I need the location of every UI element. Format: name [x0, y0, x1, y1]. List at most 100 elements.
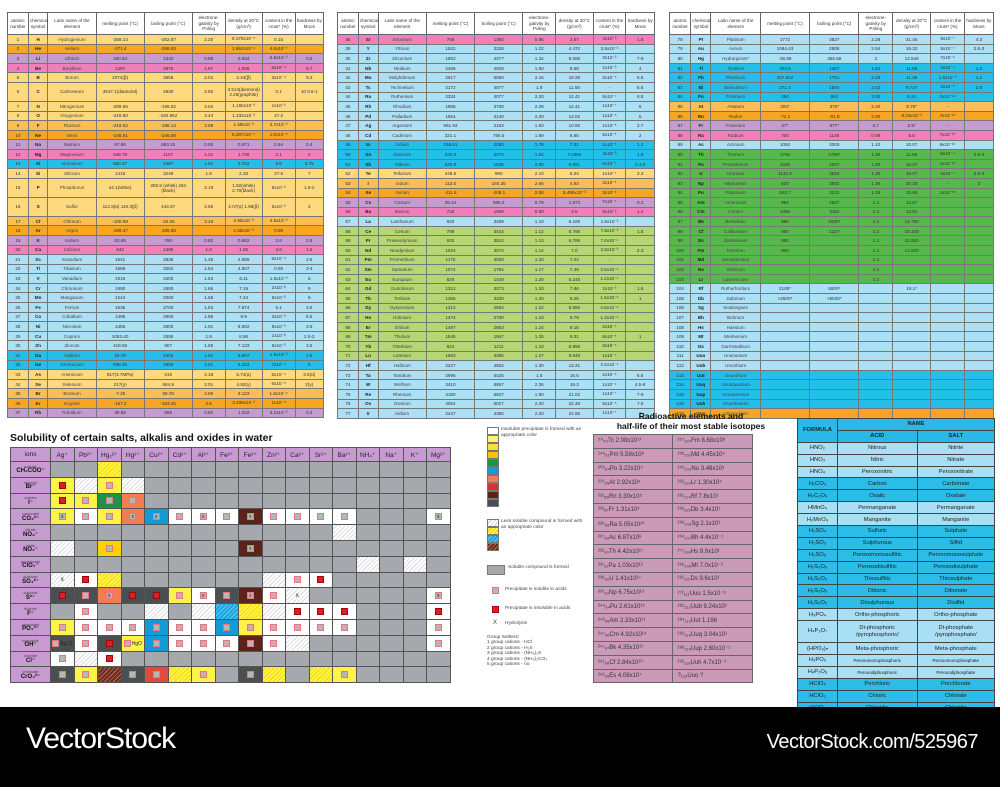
header-row: atomic number chemical symbol Latin name o…: [7, 12, 325, 35]
solubility-cell: [191, 650, 216, 668]
element-cell: Chromium: [47, 282, 97, 294]
element-cell: 1.93: [522, 120, 557, 131]
anion-row: sulphide S²⁻ x x x x x: [10, 587, 451, 605]
anion-label: nitrate NO₃⁻: [10, 524, 51, 541]
element-cell: 34: [7, 378, 29, 390]
element-cell: [809, 379, 860, 390]
solubility-cell: [308, 603, 333, 620]
element-cell: 302*: [759, 101, 811, 112]
element-cell: Ds: [690, 341, 712, 352]
element-cell: 907: [143, 340, 193, 352]
element-row: 82 Pb Plumbum 327.502 1751 2.33 11.35 1.6x10⁻³ 1…: [668, 72, 995, 83]
anion-name: perchlorate: [21, 559, 40, 564]
element-row: 23 V Vanadium 1919 3400 1.63 6.11 1.5x10⁻² 5: [7, 273, 325, 284]
cation-header: Ca²⁺: [285, 447, 310, 462]
element-cell: [892, 302, 932, 314]
solubility-cell: [120, 587, 145, 605]
solubility-cell: [426, 571, 451, 589]
element-cell: 1.69: [522, 129, 557, 141]
element-cell: 4830: [143, 81, 193, 102]
element-cell: Francium: [710, 120, 761, 131]
element-cell: [759, 369, 811, 381]
isotope-cell: ²²³₈₇Fr 1.31x10³: [592, 502, 674, 518]
element-row: 59 Pr Praseodymium 932 3512 1.13 6.769 7.4x10⁻⁴: [337, 235, 655, 247]
element-cell: Berkelium: [710, 216, 761, 227]
element-cell: 1541: [95, 254, 145, 265]
element-cell: [930, 350, 965, 362]
solubility-cell: [308, 571, 333, 589]
element-cell: [892, 341, 932, 352]
element-cell: [625, 254, 655, 266]
element-cell: 13: [7, 158, 29, 170]
element-cell: 4380: [474, 408, 524, 419]
element-cell: 6x10⁻¹⁰: [930, 139, 965, 151]
element-cell: 8x10⁻⁴: [930, 149, 965, 160]
element-cell: 2.33: [858, 72, 894, 83]
element-cell: 105: [668, 293, 692, 304]
solubility-cell: [355, 461, 380, 478]
element-cell: [930, 360, 965, 371]
element-cell: 2270: [474, 149, 524, 160]
element-cell: O: [27, 110, 49, 122]
element-cell: 1.6x10⁻⁶: [261, 129, 296, 141]
element-cell: 45: [337, 101, 359, 112]
element-cell: 0.1: [261, 81, 296, 102]
element-row: 88 Ra Radium 700 1140 0.89 5.0 7x10⁻¹⁰: [668, 129, 995, 141]
salt-name: Carbonate: [916, 477, 996, 491]
cation-header: Hg²⁺: [120, 447, 145, 462]
element-cell: [625, 273, 655, 285]
element-cell: Ne: [27, 129, 49, 141]
element-cell: 97: [668, 216, 692, 227]
element-cell: F: [27, 120, 49, 131]
element-cell: 40: [337, 53, 359, 64]
element-cell: 2.95x10⁻³: [224, 215, 263, 227]
element-cell: Dubnium: [710, 293, 761, 304]
element-cell: -259.14: [95, 34, 145, 45]
element-cell: 8.96: [224, 330, 263, 342]
soluble-in-acids-icon: [82, 592, 90, 600]
element-cell: [963, 398, 995, 410]
element-cell: 59: [337, 235, 359, 247]
solubility-cell: [238, 524, 263, 541]
element-cell: 33: [7, 369, 29, 380]
element-cell: [963, 350, 995, 362]
element-cell: Nd: [357, 245, 379, 256]
solubility-legend: Insoluble precipitate is formed with an …: [487, 427, 587, 668]
element-cell: Pr: [357, 235, 379, 247]
element-cell: Zincum: [47, 340, 97, 352]
anion-name: iodides: [24, 496, 37, 501]
element-row: 49 In Indium 156.61 2080 1.78 7.31 1x10⁻⁵ 1.2: [337, 139, 655, 151]
acid-row: H₂S₂O₅ Disulphurous Disilfid: [797, 596, 996, 610]
element-cell: 1.62: [858, 62, 894, 74]
anion-label: acetate CH₃COO⁻: [10, 461, 51, 478]
element-cell: Arsenicum: [47, 369, 97, 380]
element-row: 17 Cl Chlorum -100.98 -34.06 3.16 2.95x10⁻³ 4.5…: [7, 215, 325, 227]
element-cell: 1.81: [191, 350, 226, 361]
element-cell: 12.41: [555, 91, 594, 103]
isotope-cell: ²⁸¹₁₁₀Ds 9.6x10¹: [672, 571, 753, 587]
solubility-cell: [426, 492, 451, 510]
isotope-cell: ²⁸⁹₁₁₄Uuq 3.04x10¹: [672, 627, 753, 642]
element-cell: Uranium: [710, 168, 761, 179]
anion-formula: OH⁻: [24, 642, 37, 649]
solubility-cell: [426, 539, 451, 557]
solubility-cell: [332, 666, 357, 684]
element-cell: 13.500: [892, 245, 932, 256]
isotope-cell: ²²⁷₈₉Ac 6.87x10⁸: [592, 530, 674, 546]
element-cell: Na: [27, 139, 49, 150]
element-cell: 1.66: [191, 282, 226, 294]
element-cell: 3300: [809, 139, 860, 151]
element-cell: 2808: [809, 43, 860, 55]
soluble-in-acids-icon: [270, 592, 278, 600]
element-cell: 1312: [425, 283, 476, 295]
legend-insoluble: Insoluble precipitate is formed with an …: [487, 427, 587, 507]
element-cell: 95: [668, 197, 692, 208]
cation-header: K⁺: [402, 447, 427, 462]
solubility-cell: [120, 539, 145, 557]
solubility-cell: [355, 539, 380, 557]
element-cell: [892, 360, 932, 371]
color-swatch: [487, 443, 499, 451]
element-cell: 3232: [809, 187, 860, 199]
cation-header: Pb²⁺: [73, 447, 98, 462]
element-cell: 58: [337, 225, 359, 237]
